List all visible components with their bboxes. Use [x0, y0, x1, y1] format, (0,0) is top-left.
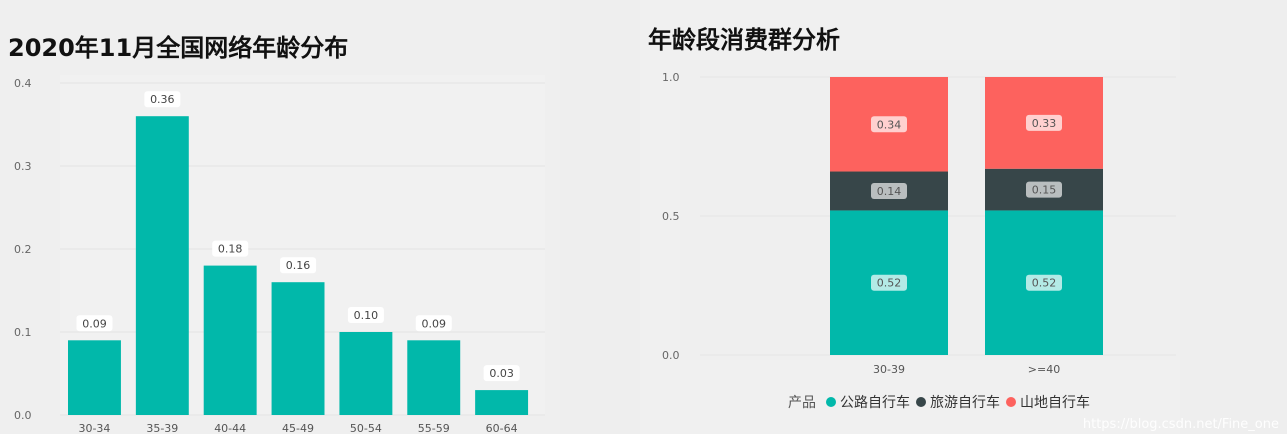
x-tick-label: 50-54 [350, 422, 382, 434]
y-tick-label: 0.0 [662, 349, 680, 362]
x-tick-label: 30-39 [873, 363, 905, 376]
data-label-bg [347, 307, 384, 323]
data-label: 0.16 [286, 259, 311, 272]
bar [68, 340, 121, 415]
bar [475, 390, 529, 415]
segment-label: 0.52 [877, 277, 902, 290]
legend-title: 产品 [788, 395, 816, 411]
legend-dot-mountain-bike [1006, 397, 1016, 407]
segment-label: 0.15 [1032, 184, 1057, 197]
legend-item-touring-bike[interactable]: 旅游自行车 [916, 392, 1000, 412]
y-tick-label: 0.1 [14, 326, 32, 339]
data-label-bg [280, 257, 317, 274]
y-tick-label: 0.4 [14, 77, 32, 90]
age-distribution-panel: 2020年11月全国网络年龄分布 0.0 0.1 0.2 0.3 0.4 0.09 30-3… [0, 0, 560, 434]
bar [271, 282, 325, 415]
age-distribution-title: 2020年11月全国网络年龄分布 [8, 34, 349, 62]
segment-label-bg [1026, 114, 1062, 131]
data-label: 0.03 [489, 367, 514, 380]
bar [339, 332, 393, 415]
data-label: 0.18 [218, 243, 243, 256]
y-tick-label: 0.5 [662, 210, 680, 223]
x-tick-label: 55-59 [418, 422, 450, 434]
x-tick-label: 45-49 [282, 422, 314, 434]
data-label: 0.09 [422, 317, 447, 330]
bar [135, 116, 189, 415]
x-tick-label: 60-64 [486, 422, 518, 434]
segment-label: 0.52 [1032, 277, 1057, 290]
data-label-bg [76, 315, 113, 332]
data-label: 0.09 [82, 317, 107, 330]
chart-legend: 产品 公路自行车 旅游自行车 山地自行车 [788, 392, 1096, 412]
segment-label-bg [1026, 274, 1062, 291]
y-tick-label: 0.2 [14, 243, 32, 256]
legend-label-touring-bike: 旅游自行车 [930, 395, 1000, 411]
consumer-group-title: 年龄段消费群分析 [648, 26, 840, 54]
legend-item-road-bike[interactable]: 公路自行车 [826, 392, 910, 412]
bar [203, 265, 257, 415]
segment-label-bg [871, 182, 907, 199]
segment-label: 0.14 [877, 185, 902, 198]
consumer-group-chart: 0.0 0.5 1.0 0.52 0.14 0.34 30-39 0.52 0.15 0.33 >=… [662, 60, 1180, 376]
segment-label: 0.33 [1032, 117, 1057, 130]
y-tick-label: 0.0 [14, 409, 32, 422]
legend-label-mountain-bike: 山地自行车 [1020, 395, 1090, 411]
bar [407, 340, 461, 415]
consumer-group-panel: 年龄段消费群分析 0.0 0.5 1.0 0.52 0.14 0.34 30-39 0.52 0… [640, 0, 1180, 434]
legend-dot-touring-bike [916, 397, 926, 407]
x-tick-label: 35-39 [146, 422, 178, 434]
legend-dot-road-bike [826, 397, 836, 407]
age-distribution-chart: 0.0 0.1 0.2 0.3 0.4 0.09 30-34 0.36 35-39 0.18 40-… [14, 75, 545, 434]
x-tick-label: >=40 [1028, 363, 1060, 376]
y-tick-label: 0.3 [14, 160, 32, 173]
y-tick-label: 1.0 [662, 71, 680, 84]
data-label: 0.36 [150, 93, 175, 106]
legend-label-road-bike: 公路自行车 [840, 395, 910, 411]
data-label-bg [212, 240, 249, 257]
segment-label-bg [871, 116, 907, 133]
watermark: https://blog.csdn.net/Fine_one [1082, 417, 1279, 432]
data-label-bg [144, 91, 181, 108]
legend-item-mountain-bike[interactable]: 山地自行车 [1006, 392, 1090, 412]
segment-label-bg [871, 274, 907, 291]
data-label: 0.10 [354, 309, 379, 322]
x-tick-label: 30-34 [78, 422, 110, 434]
data-label-bg [483, 365, 520, 382]
x-tick-label: 40-44 [214, 422, 246, 434]
data-label-bg [415, 315, 452, 332]
segment-label-bg [1026, 181, 1062, 198]
segment-label: 0.34 [877, 118, 902, 131]
